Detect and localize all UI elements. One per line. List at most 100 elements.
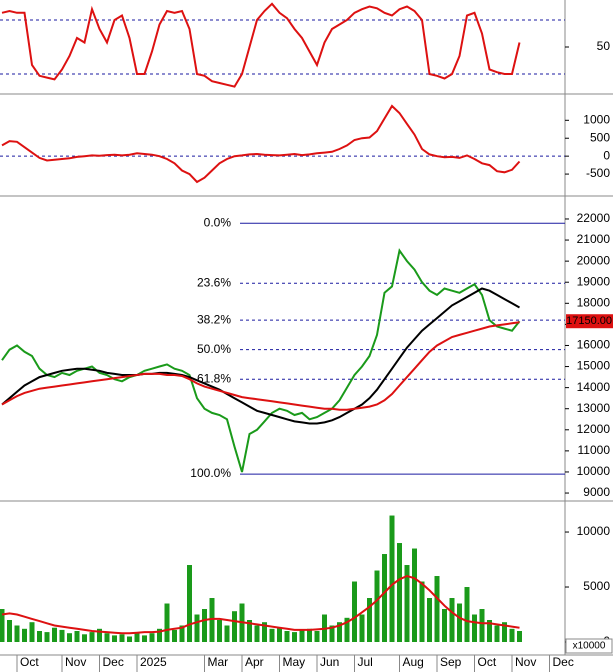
volume-bar	[232, 611, 237, 642]
y-tick-label: 15000	[577, 359, 611, 373]
volume-bar	[329, 625, 335, 642]
x-tick-label: Oct	[20, 655, 39, 669]
volume-bar	[247, 620, 252, 642]
y-tick-label: 22000	[577, 211, 611, 225]
y-tick-label: 5000	[583, 579, 610, 593]
fib-label: 23.6%	[197, 275, 231, 289]
scale-box	[565, 638, 613, 654]
y-tick-label: 13000	[577, 401, 611, 415]
volume-bar	[209, 598, 215, 642]
volume-bar	[434, 576, 440, 642]
y-tick-label: 11000	[578, 443, 611, 457]
x-tick-label: Jul	[358, 655, 373, 669]
scale-label: x10000	[573, 641, 606, 652]
x-tick-label: Sep	[440, 655, 462, 669]
volume-bar	[224, 625, 230, 642]
y-tick-label: 0	[603, 148, 610, 162]
volume-bar	[82, 634, 87, 642]
y-tick-label: 10000	[577, 464, 611, 478]
y-tick-label: 9000	[583, 485, 610, 499]
x-tick-label: Nov	[515, 655, 536, 669]
volume-bar	[202, 609, 207, 642]
y-tick-label: 12000	[577, 422, 611, 436]
volume-bar	[284, 631, 290, 642]
x-tick-label: Oct	[478, 655, 497, 669]
volume-bar	[59, 629, 65, 642]
volume-bar	[262, 622, 267, 642]
series-line	[1, 2, 521, 88]
y-tick-label: 20000	[577, 253, 611, 267]
volume-bar	[517, 631, 522, 642]
x-tick-label: Dec	[103, 655, 124, 669]
volume-bar	[172, 629, 177, 642]
volume-bar	[14, 625, 20, 642]
volume-bar	[7, 620, 12, 642]
x-tick-label: Jun	[320, 655, 339, 669]
volume-bar	[457, 603, 462, 642]
y-tick-label: 14000	[577, 380, 611, 394]
volume-bar	[0, 609, 5, 642]
volume-bar	[29, 622, 35, 642]
volume-bar	[194, 614, 200, 642]
volume-bar	[157, 628, 162, 642]
y-tick-label: 19000	[577, 274, 611, 288]
volume-bar	[67, 633, 72, 642]
volume-bar	[97, 628, 102, 642]
volume-bar	[142, 635, 147, 642]
volume-bar	[389, 515, 395, 642]
volume-bar	[127, 636, 132, 642]
volume-bar	[44, 632, 50, 642]
volume-bar	[487, 620, 492, 642]
series-line	[1, 287, 520, 425]
y-tick-label: 1000	[583, 112, 610, 126]
volume-bar	[22, 628, 27, 642]
volume-bar	[37, 631, 42, 642]
volume-bar	[464, 587, 470, 642]
volume-bar	[299, 629, 305, 642]
fib-label: 100.0%	[190, 466, 231, 480]
y-tick-label: 500	[590, 130, 610, 144]
volume-bar	[442, 609, 447, 642]
volume-bar	[52, 627, 57, 642]
series-line	[1, 248, 521, 473]
volume-bar	[367, 598, 372, 642]
fib-label: 50.0%	[197, 342, 231, 356]
volume-bar	[307, 628, 312, 642]
volume-bar	[449, 598, 455, 642]
volume-bar	[427, 598, 432, 642]
x-tick-label: May	[283, 655, 306, 669]
volume-bar	[509, 628, 515, 642]
volume-bar	[74, 631, 80, 642]
volume-bar	[344, 617, 350, 642]
volume-bar	[149, 633, 155, 642]
y-tick-label: -500	[586, 166, 610, 180]
volume-bar	[217, 620, 222, 642]
volume-bar	[337, 622, 342, 642]
volume-bar	[479, 609, 485, 642]
volume-bar	[104, 633, 110, 642]
volume-bar	[292, 632, 297, 642]
volume-bar	[502, 622, 507, 642]
x-tick-label: Dec	[553, 655, 574, 669]
y-tick-label: 10000	[577, 524, 611, 538]
y-tick-label: 21000	[577, 232, 611, 246]
volume-bar	[89, 632, 95, 642]
last-price-tag	[566, 314, 613, 329]
volume-bar	[269, 628, 275, 642]
volume-bar	[374, 570, 380, 642]
volume-bar	[352, 581, 357, 642]
series-line	[1, 574, 520, 635]
volume-bar	[419, 581, 425, 642]
x-tick-label: Aug	[403, 655, 424, 669]
volume-bar	[314, 631, 320, 642]
volume-bar	[164, 603, 170, 642]
volume-bar	[112, 635, 117, 642]
volume-bar	[397, 543, 402, 642]
fib-label: 0.0%	[204, 215, 232, 229]
x-tick-label: 2025	[140, 655, 167, 669]
volume-bar	[412, 548, 417, 642]
volume-bar	[494, 625, 500, 642]
last-price-label: 17150.00	[566, 315, 612, 327]
